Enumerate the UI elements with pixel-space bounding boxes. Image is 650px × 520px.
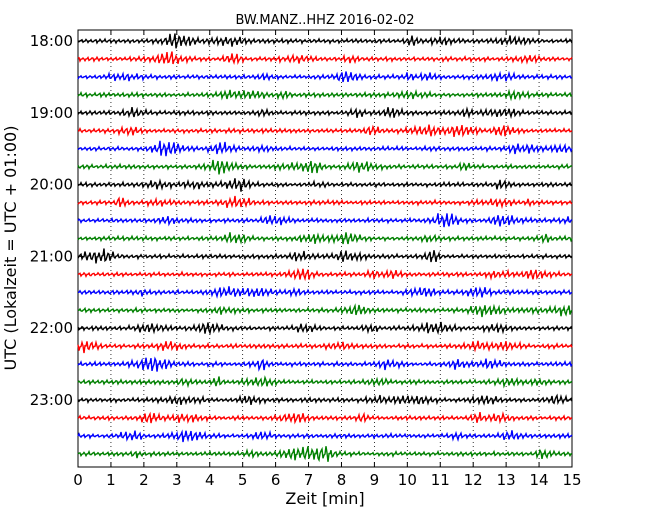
seismic-trace bbox=[77, 321, 573, 336]
x-tick-label: 6 bbox=[271, 471, 281, 489]
x-tick-label: 11 bbox=[431, 471, 450, 489]
x-tick-label: 4 bbox=[205, 471, 215, 489]
seismic-trace bbox=[77, 356, 573, 372]
grid-lines bbox=[110, 30, 540, 467]
seismic-trace bbox=[77, 339, 573, 354]
y-axis-label: UTC (Lokalzeit = UTC + 01:00) bbox=[1, 126, 20, 371]
x-tick-label: 2 bbox=[139, 471, 149, 489]
y-tick-label: 22:00 bbox=[30, 319, 73, 337]
seismic-trace bbox=[77, 88, 573, 102]
x-tick-label: 8 bbox=[337, 471, 347, 489]
seismic-trace bbox=[77, 33, 573, 49]
x-tick-label: 14 bbox=[530, 471, 549, 489]
seismic-trace bbox=[77, 140, 573, 157]
y-tick-label: 21:00 bbox=[30, 247, 73, 265]
seismic-trace bbox=[77, 232, 573, 245]
x-tick-label: 0 bbox=[73, 471, 83, 489]
seismic-trace bbox=[77, 375, 573, 389]
seismic-trace bbox=[77, 195, 573, 210]
seismic-trace bbox=[77, 159, 573, 175]
seismic-trace bbox=[77, 303, 573, 318]
x-tick-label: 12 bbox=[464, 471, 483, 489]
x-tick-label: 3 bbox=[172, 471, 182, 489]
x-tick-label: 10 bbox=[398, 471, 417, 489]
seismic-trace bbox=[77, 411, 572, 425]
seismic-trace bbox=[77, 106, 573, 120]
x-tick-label: 13 bbox=[497, 471, 516, 489]
seismic-trace bbox=[77, 213, 573, 228]
seismic-trace bbox=[77, 124, 573, 138]
y-tick-label: 18:00 bbox=[30, 32, 73, 50]
seismic-trace bbox=[77, 267, 572, 282]
x-tick-label: 7 bbox=[304, 471, 314, 489]
seismic-trace bbox=[77, 446, 572, 463]
seismic-trace bbox=[77, 393, 573, 406]
x-tick-label: 9 bbox=[370, 471, 380, 489]
seismic-trace bbox=[78, 286, 573, 299]
y-tick-label: 20:00 bbox=[30, 176, 73, 194]
y-axis-ticks: 18:00 19:00 20:00 21:00 22:00 23:00 bbox=[30, 32, 572, 409]
seismic-trace bbox=[77, 429, 573, 443]
seismic-trace bbox=[77, 70, 573, 83]
x-tick-label: 5 bbox=[238, 471, 248, 489]
seismic-trace bbox=[77, 51, 573, 65]
x-tick-label: 15 bbox=[562, 471, 581, 489]
seismic-traces bbox=[77, 33, 573, 463]
x-axis-label: Zeit [min] bbox=[285, 489, 364, 508]
plot-area bbox=[77, 29, 573, 468]
x-axis-ticks: 0 1 2 3 4 5 6 7 8 9 10 11 12 13 14 15 bbox=[73, 30, 582, 489]
y-tick-label: 19:00 bbox=[30, 104, 73, 122]
seismic-trace bbox=[77, 248, 573, 264]
seismic-trace bbox=[77, 178, 573, 192]
x-tick-label: 1 bbox=[106, 471, 116, 489]
y-tick-label: 23:00 bbox=[30, 391, 73, 409]
chart-title: BW.MANZ..HHZ 2016-02-02 bbox=[235, 13, 414, 28]
